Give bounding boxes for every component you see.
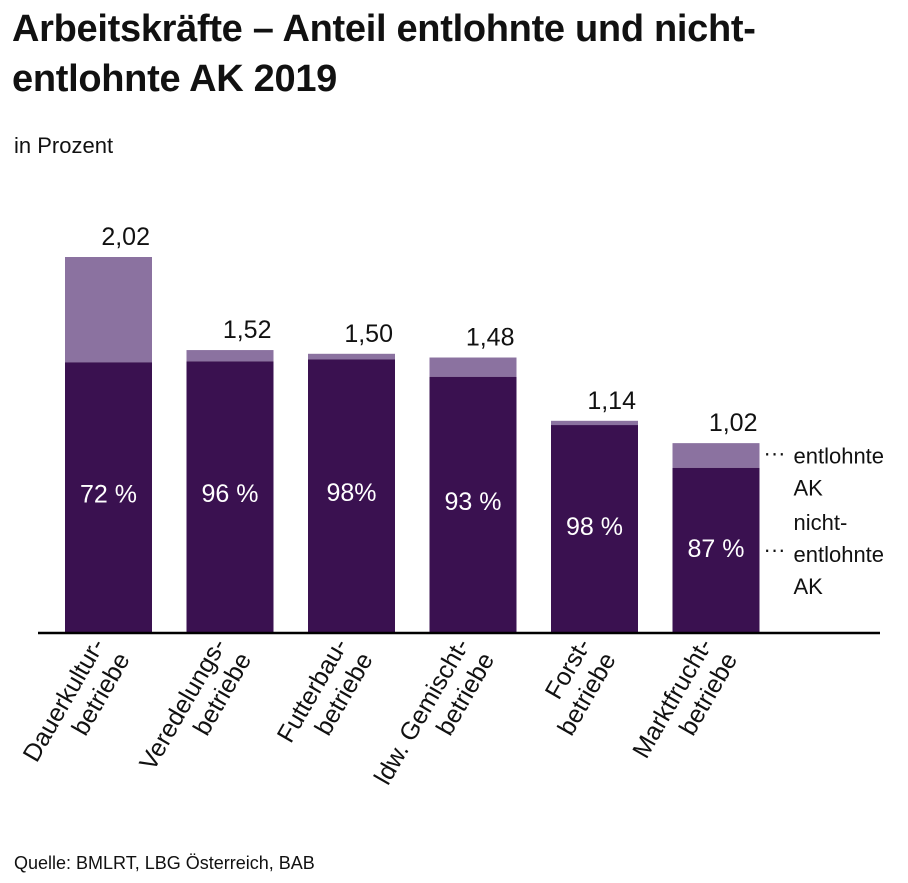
total-value-label: 1,52 xyxy=(223,316,272,344)
legend: ··· ··· entlohnte AK nicht-entlohnte AK xyxy=(764,440,885,599)
category-label: ldw. Gemischt-betriebe xyxy=(369,634,500,804)
bar-segment-nicht-entlohnt xyxy=(551,425,638,633)
share-value-label: 87 % xyxy=(688,535,745,563)
bar-segment-entlohnt xyxy=(672,443,760,468)
chart-subtitle: in Prozent xyxy=(14,133,114,158)
share-value-label: 96 % xyxy=(202,480,259,508)
bar-segment-nicht-entlohnt xyxy=(429,376,517,633)
legend-leader-nicht-entlohnt: ··· xyxy=(764,537,786,562)
share-value-label: 93 % xyxy=(445,488,502,516)
legend-nicht-entlohnt: nicht-entlohnte AK xyxy=(794,510,885,599)
bars-group: 2,02 72 % Dauerkultur-betriebe 1,52 96 % Vere… xyxy=(18,223,760,804)
chart-title: Arbeitskräfte – Anteil entlohnte und nic… xyxy=(12,8,756,100)
bar-segment-entlohnt xyxy=(65,257,152,363)
total-value-label: 1,14 xyxy=(587,387,636,415)
category-label: Veredelungs-betriebe xyxy=(134,634,257,790)
total-value-label: 1,48 xyxy=(466,324,515,352)
bar-segment-entlohnt xyxy=(429,357,517,377)
share-value-label: 98% xyxy=(326,479,376,507)
bar-segment-entlohnt xyxy=(551,420,638,426)
category-label: Forst-betriebe xyxy=(527,634,622,741)
total-value-label: 1,50 xyxy=(344,320,393,348)
category-label: Dauerkultur-betriebe xyxy=(18,634,136,782)
bar-segment-nicht-entlohnt xyxy=(672,467,760,633)
legend-leader-entlohnt: ··· xyxy=(764,440,786,465)
share-value-label: 72 % xyxy=(80,481,137,509)
bar-segment-entlohnt xyxy=(186,350,274,362)
bar-segment-nicht-entlohnt xyxy=(65,362,152,633)
bar-segment-nicht-entlohnt xyxy=(308,359,395,633)
category-label: Marktfrucht-betriebe xyxy=(627,634,743,778)
share-value-label: 98 % xyxy=(566,513,623,541)
total-value-label: 1,02 xyxy=(709,409,758,437)
total-value-label: 2,02 xyxy=(101,223,150,251)
category-label: Futterbau-betriebe xyxy=(272,634,379,762)
legend-entlohnt: entlohnte AK xyxy=(794,443,885,500)
bar-segment-entlohnt xyxy=(308,353,395,360)
source-note: Quelle: BMLRT, LBG Österreich, BAB xyxy=(14,853,315,873)
bar-segment-nicht-entlohnt xyxy=(186,361,274,633)
